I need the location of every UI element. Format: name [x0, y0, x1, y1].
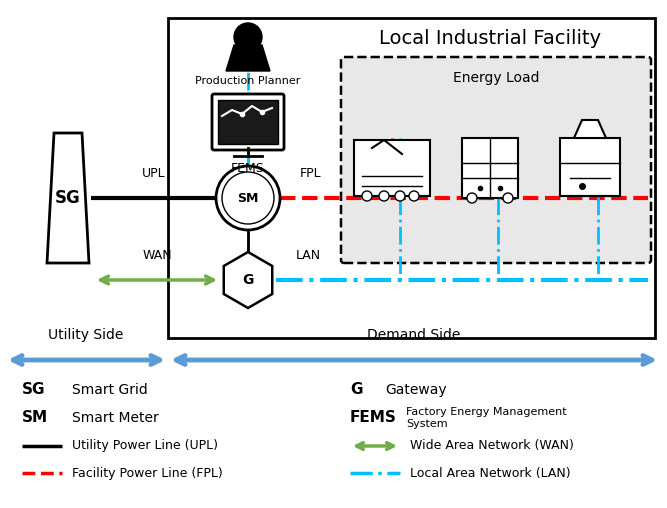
Polygon shape — [226, 45, 270, 71]
Text: G: G — [242, 273, 253, 287]
Text: Demand Side: Demand Side — [368, 328, 461, 342]
Circle shape — [234, 23, 262, 51]
Circle shape — [222, 172, 274, 224]
Text: SG: SG — [22, 383, 45, 397]
Text: Utility Power Line (UPL): Utility Power Line (UPL) — [72, 439, 218, 453]
FancyBboxPatch shape — [218, 100, 278, 144]
Circle shape — [395, 191, 405, 201]
FancyBboxPatch shape — [462, 138, 518, 198]
Text: SM: SM — [237, 192, 259, 205]
Text: Energy Load: Energy Load — [453, 71, 539, 85]
Text: Facility Power Line (FPL): Facility Power Line (FPL) — [72, 466, 223, 480]
Polygon shape — [47, 133, 89, 263]
Text: Utility Side: Utility Side — [48, 328, 123, 342]
Polygon shape — [168, 18, 655, 338]
FancyBboxPatch shape — [212, 94, 284, 150]
Text: UPL: UPL — [141, 167, 165, 180]
Text: Factory Energy Management
System: Factory Energy Management System — [406, 407, 567, 429]
Text: G: G — [350, 383, 362, 397]
Text: SG: SG — [55, 189, 81, 207]
Text: LAN: LAN — [296, 249, 321, 262]
Circle shape — [503, 193, 513, 203]
Text: SM: SM — [22, 410, 48, 426]
Text: Gateway: Gateway — [385, 383, 447, 397]
Circle shape — [467, 193, 477, 203]
Text: Smart Grid: Smart Grid — [72, 383, 148, 397]
Polygon shape — [223, 252, 272, 308]
FancyBboxPatch shape — [354, 140, 430, 196]
Text: FEMS: FEMS — [231, 162, 265, 175]
Text: Local Industrial Facility: Local Industrial Facility — [379, 28, 601, 48]
Text: FEMS: FEMS — [350, 410, 397, 426]
Polygon shape — [574, 120, 606, 138]
Text: WAN: WAN — [142, 249, 172, 262]
Circle shape — [379, 191, 389, 201]
FancyBboxPatch shape — [341, 57, 651, 263]
Text: Local Area Network (LAN): Local Area Network (LAN) — [410, 466, 571, 480]
Circle shape — [362, 191, 372, 201]
Text: FPL: FPL — [300, 167, 321, 180]
Text: Wide Area Network (WAN): Wide Area Network (WAN) — [410, 439, 574, 453]
Circle shape — [216, 166, 280, 230]
Text: Production Planner: Production Planner — [195, 76, 301, 86]
Circle shape — [409, 191, 419, 201]
FancyBboxPatch shape — [560, 138, 620, 196]
Text: Smart Meter: Smart Meter — [72, 411, 159, 425]
